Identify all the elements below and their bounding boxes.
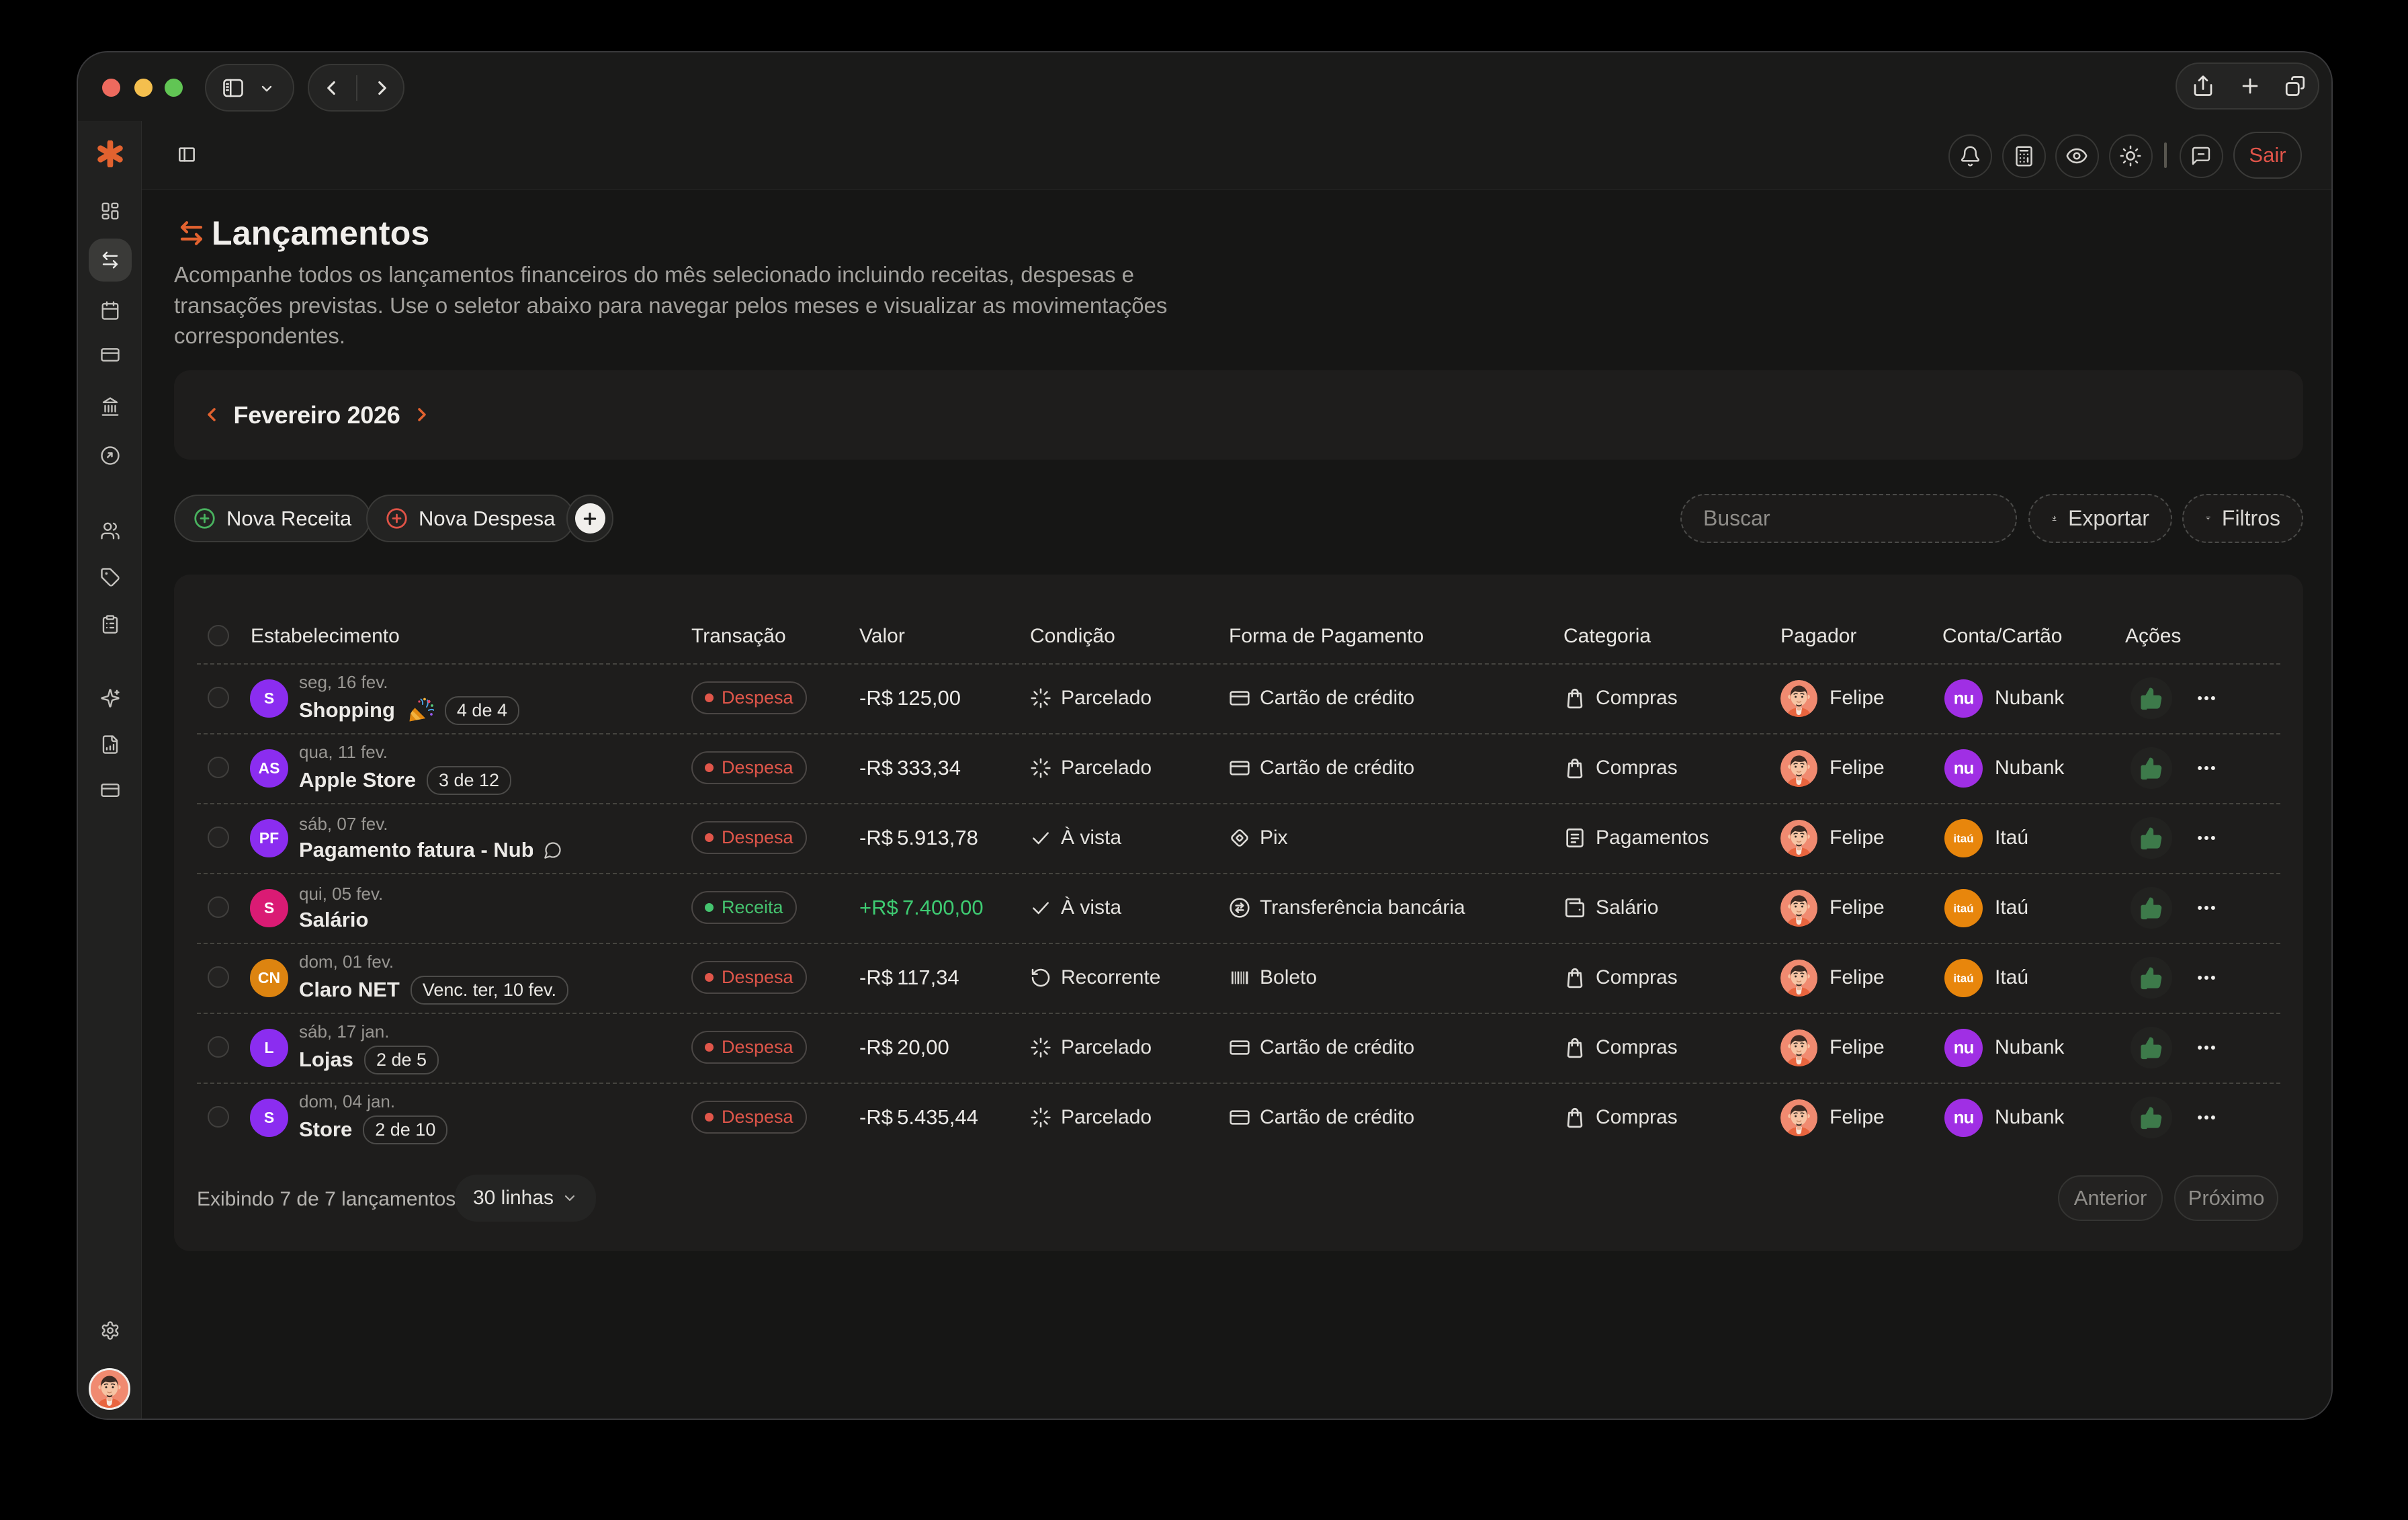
svg-text:itaú: itaú — [1953, 902, 1973, 915]
svg-text:nu: nu — [1954, 757, 1974, 777]
svg-text:nu: nu — [1954, 1107, 1974, 1127]
svg-text:itaú: itaú — [1953, 832, 1973, 845]
svg-text:itaú: itaú — [1953, 972, 1973, 984]
svg-text:nu: nu — [1954, 1037, 1974, 1057]
svg-text:nu: nu — [1954, 687, 1974, 708]
